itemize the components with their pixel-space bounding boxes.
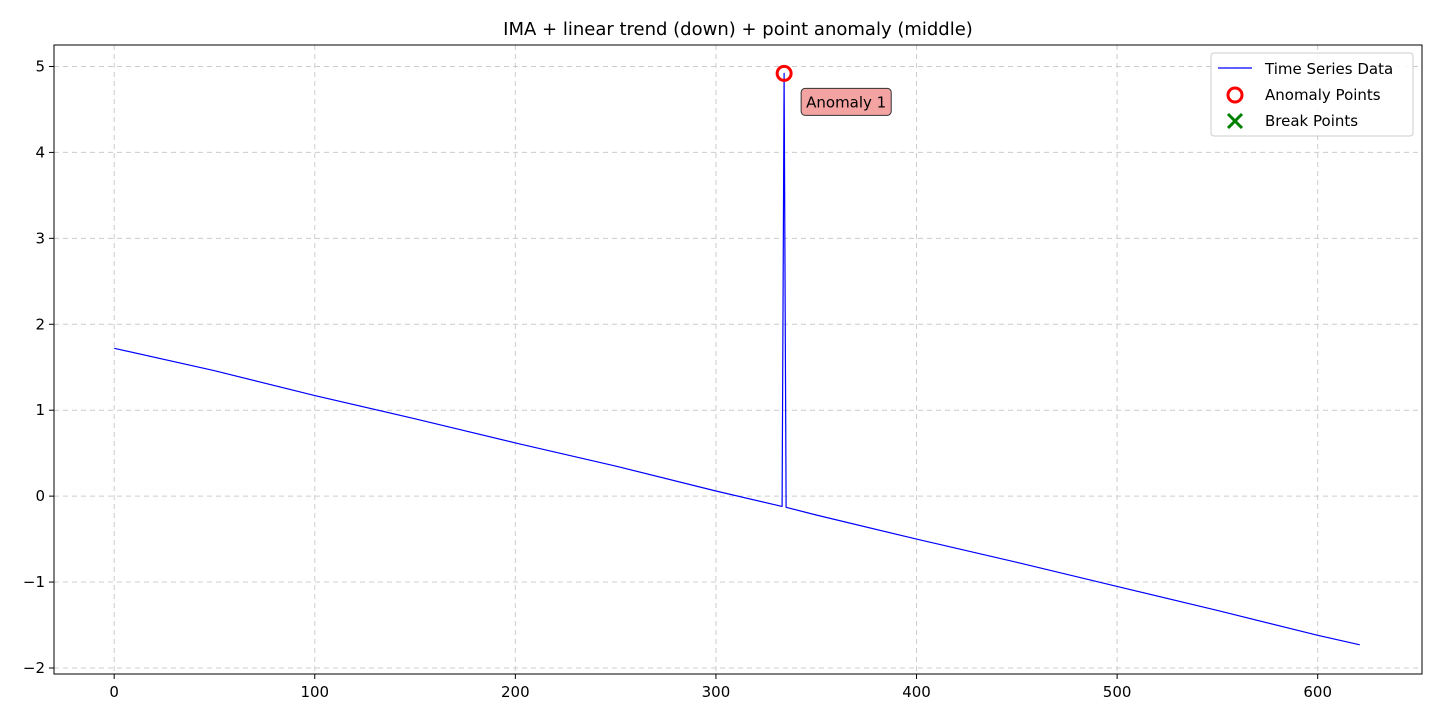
annotations-layer: Anomaly 1 [800, 87, 892, 116]
series-layer [114, 72, 1360, 646]
series-line-time-series [114, 72, 1360, 646]
legend-break-marker [1226, 112, 1244, 130]
x-tick-label: 300 [702, 683, 731, 701]
x-tick-label: 0 [109, 683, 119, 701]
y-tick-label: −1 [23, 573, 45, 591]
x-tick-label: 100 [300, 683, 329, 701]
anomaly-point [775, 64, 793, 82]
x-tick-label: 600 [1303, 683, 1332, 701]
x-tick-label: 400 [902, 683, 931, 701]
markers-layer [775, 64, 793, 82]
y-tick-label: 1 [35, 401, 45, 419]
ticks-layer: 0 100 200 300 400 500 600 −2 −1 0 1 2 3 4 5 [23, 57, 1332, 701]
y-tick-label: 0 [35, 487, 45, 505]
annotation-box [800, 87, 892, 116]
annotation-label: Anomaly 1 [806, 93, 886, 111]
chart-title: IMA + linear trend (down) + point anomal… [503, 19, 973, 40]
y-tick-label: 3 [35, 229, 45, 247]
legend-label-time-series: Time Series Data [1264, 60, 1393, 78]
y-tick-label: 4 [35, 143, 45, 161]
legend-frame [1210, 52, 1414, 137]
y-tick-label: −2 [23, 659, 45, 677]
legend-label-anomaly-points: Anomaly Points [1265, 86, 1381, 104]
y-tick-label: 2 [35, 315, 45, 333]
y-tick-label: 5 [35, 57, 45, 75]
x-tick-label: 500 [1103, 683, 1132, 701]
legend-anomaly-marker [1226, 86, 1244, 104]
x-tick-label: 200 [501, 683, 530, 701]
annotation: Anomaly 1 [800, 87, 892, 116]
legend-label-break-points: Break Points [1265, 112, 1358, 130]
grid [54, 45, 1422, 674]
legend: Time Series Data Anomaly Points Break Po… [1210, 52, 1414, 137]
plot-area-frame [53, 44, 1423, 675]
